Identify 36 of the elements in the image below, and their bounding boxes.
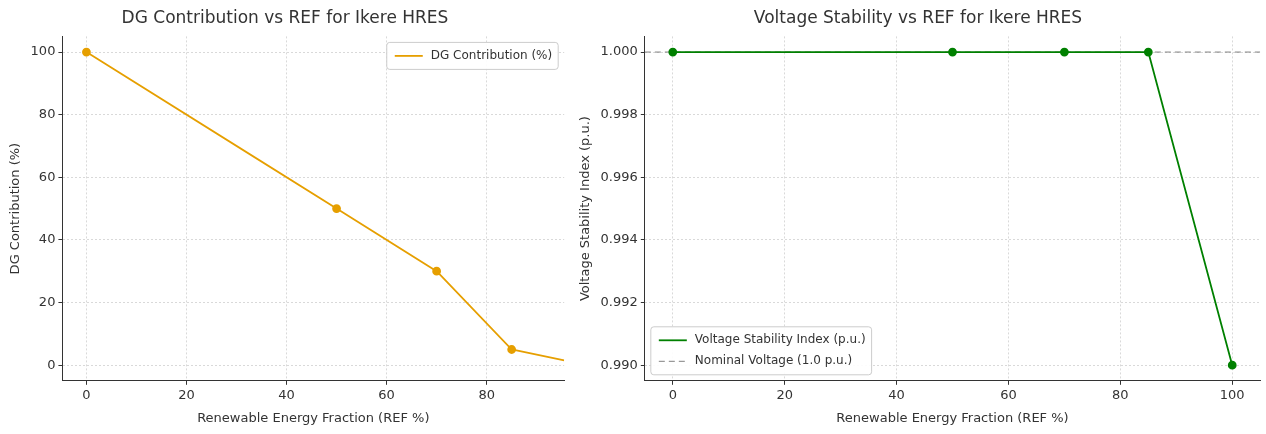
x-tick-label: 80	[478, 386, 495, 402]
y-tick-label: 0.992	[600, 293, 638, 309]
point	[332, 204, 341, 213]
x-tick-label: 40	[888, 386, 905, 402]
y-tick-label: 20	[38, 293, 56, 309]
legend-label: Nominal Voltage (1.0 p.u.)	[694, 353, 853, 368]
x-tick-label: 0	[668, 386, 677, 402]
y-tick-label: 0.996	[600, 168, 638, 184]
y-tick-label: 1.000	[600, 43, 638, 59]
x-tick-label: 100	[1219, 386, 1245, 402]
y-tick-label: 0.994	[600, 231, 638, 247]
x-tick-label: 60	[378, 386, 395, 402]
x-axis-title: Renewable Energy Fraction (REF %)	[197, 409, 430, 425]
point	[82, 47, 91, 57]
point	[507, 345, 517, 354]
x-tick-label: 60	[1000, 386, 1017, 402]
y-axis-title: DG Contribution (%)	[7, 142, 23, 275]
y-tick-label: 40	[38, 231, 56, 247]
y-axis-title: Voltage Stability Index (p.u.)	[577, 116, 593, 302]
y-tick-label: 0	[47, 356, 56, 372]
y-tick-label: 80	[38, 106, 56, 122]
x-axis-title: Renewable Energy Fraction (REF %)	[836, 409, 1069, 425]
x-tick-label: 80	[1112, 386, 1129, 402]
chart-title: Voltage Stability vs REF for Ikere HRES	[753, 6, 1083, 27]
x-tick-label: 20	[776, 386, 793, 402]
x-tick-label: 0	[82, 386, 91, 402]
legend-label: DG Contribution (%)	[430, 48, 553, 63]
y-tick-label: 0.998	[600, 106, 638, 122]
x-tick-label: 20	[178, 386, 195, 402]
y-tick-label: 60	[38, 168, 56, 184]
point	[432, 266, 442, 276]
legend-label: Voltage Stability Index (p.u.)	[694, 332, 866, 347]
y-tick-label: 100	[30, 43, 56, 59]
x-tick-label: 40	[278, 386, 295, 402]
chart-title: DG Contribution vs REF for Ikere HRES	[121, 6, 449, 27]
y-tick-label: 0.990	[600, 356, 638, 372]
